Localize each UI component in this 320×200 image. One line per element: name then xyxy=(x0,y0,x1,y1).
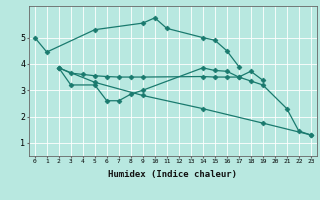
X-axis label: Humidex (Indice chaleur): Humidex (Indice chaleur) xyxy=(108,170,237,179)
